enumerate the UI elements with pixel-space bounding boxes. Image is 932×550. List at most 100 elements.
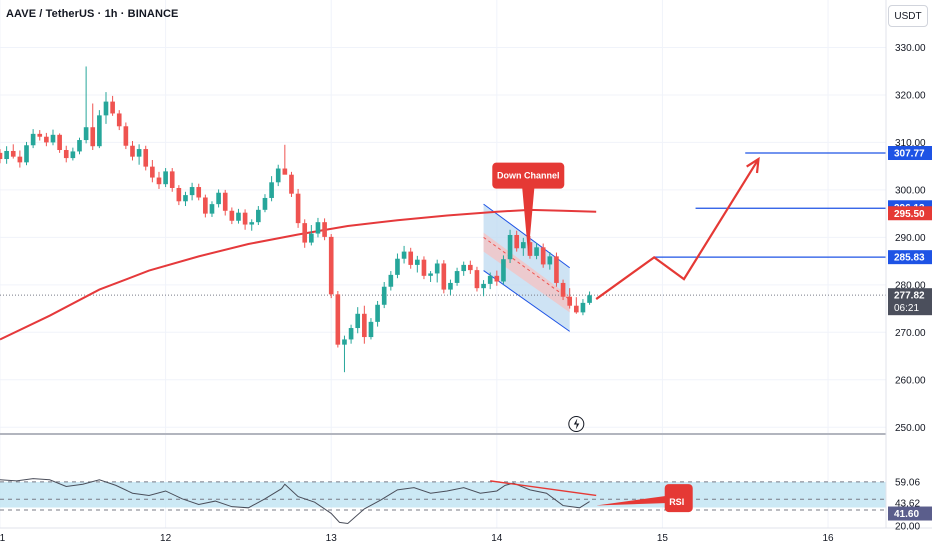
candle-body [434, 263, 440, 274]
candle [44, 132, 49, 147]
candle [348, 324, 354, 344]
candle [229, 207, 235, 225]
candle [70, 147, 76, 161]
price-tick-label: 290.00 [895, 233, 926, 244]
candle [4, 146, 9, 164]
candle [342, 335, 347, 373]
candle-body [580, 302, 586, 313]
candle-body [395, 258, 400, 275]
candle-body [408, 251, 414, 265]
down-channel-label: Down Channel [497, 171, 560, 181]
candle-body [481, 283, 486, 289]
candle-body [17, 156, 23, 163]
candle-body [494, 275, 500, 282]
candle-body [547, 256, 553, 265]
candle [554, 252, 559, 287]
candle-body [295, 193, 301, 224]
candle [236, 208, 241, 224]
candle-body [183, 195, 188, 202]
candle-body [368, 321, 374, 338]
time-tick-label: 15 [657, 533, 669, 544]
price-tick-label: 260.00 [895, 375, 926, 386]
candle-body [57, 134, 62, 151]
candle-body [150, 166, 155, 178]
candle-body [487, 275, 493, 284]
candle [514, 230, 520, 252]
price-tag-level-3-text: 285.83 [894, 253, 925, 264]
candle-body [573, 305, 579, 313]
candle-body [415, 259, 420, 265]
flash-icon-bolt [573, 418, 580, 430]
candle-body [375, 304, 380, 322]
candle-body [77, 140, 82, 152]
candle-body [269, 182, 274, 198]
down-channel-callout [492, 162, 565, 256]
candle-body [90, 127, 96, 147]
candle [77, 137, 82, 155]
candle-body [342, 339, 347, 345]
candle-body [428, 273, 433, 276]
price-tag-ma-text: 295.50 [894, 209, 925, 220]
time-tick-label: 16 [822, 533, 834, 544]
candle [289, 171, 294, 198]
candle-body [289, 174, 294, 194]
candle [275, 164, 281, 187]
candle-body [189, 187, 195, 196]
time-tick-label: 12 [160, 533, 172, 544]
candle-body [216, 192, 221, 205]
rsi-divergence-line [490, 480, 597, 497]
candle-body [70, 151, 76, 159]
candle-body [0, 152, 3, 160]
candle [368, 318, 374, 340]
candle [573, 297, 579, 314]
candle-body [123, 126, 129, 146]
candle-body [315, 222, 321, 234]
price-tick-label: 330.00 [895, 43, 926, 54]
candle-body [196, 187, 202, 198]
candle [468, 260, 473, 274]
candle-body [236, 212, 241, 221]
candle [474, 266, 480, 292]
candle [388, 271, 394, 291]
currency-button[interactable]: USDT [888, 5, 928, 27]
candle [441, 260, 447, 294]
candle [401, 245, 407, 264]
candle [57, 133, 62, 153]
candle [97, 110, 102, 149]
candle-body [309, 233, 314, 243]
price-tick-label: 270.00 [895, 328, 926, 339]
price-tick-label: 250.00 [895, 423, 926, 434]
candle [123, 122, 129, 150]
candle [136, 144, 142, 165]
rsi-tag-current-text: 41.60 [894, 509, 919, 520]
price-tag-current [888, 288, 932, 316]
candle [421, 256, 427, 280]
candle [494, 270, 500, 286]
candle-body [534, 247, 539, 256]
candle [163, 168, 168, 188]
candle [395, 253, 400, 279]
candle [309, 225, 314, 246]
candle-body [110, 101, 115, 114]
candle [560, 279, 566, 301]
candle-body [169, 171, 175, 188]
price-tag-countdown-text: 06:21 [894, 303, 919, 314]
candle [428, 271, 433, 282]
candle-body [507, 234, 513, 260]
candle [415, 255, 420, 273]
candle-body [143, 149, 149, 167]
candle [448, 279, 453, 296]
candle [196, 183, 202, 201]
candle [24, 141, 29, 166]
candle-body [474, 270, 480, 289]
candle [37, 130, 43, 141]
candle-body [97, 115, 102, 147]
candle [547, 252, 553, 270]
candle-body [348, 328, 354, 340]
projected-path-arrowhead [746, 156, 760, 174]
candle [183, 191, 188, 207]
candle-body [587, 295, 592, 303]
candle-body [10, 150, 16, 157]
candle-body [388, 274, 394, 287]
